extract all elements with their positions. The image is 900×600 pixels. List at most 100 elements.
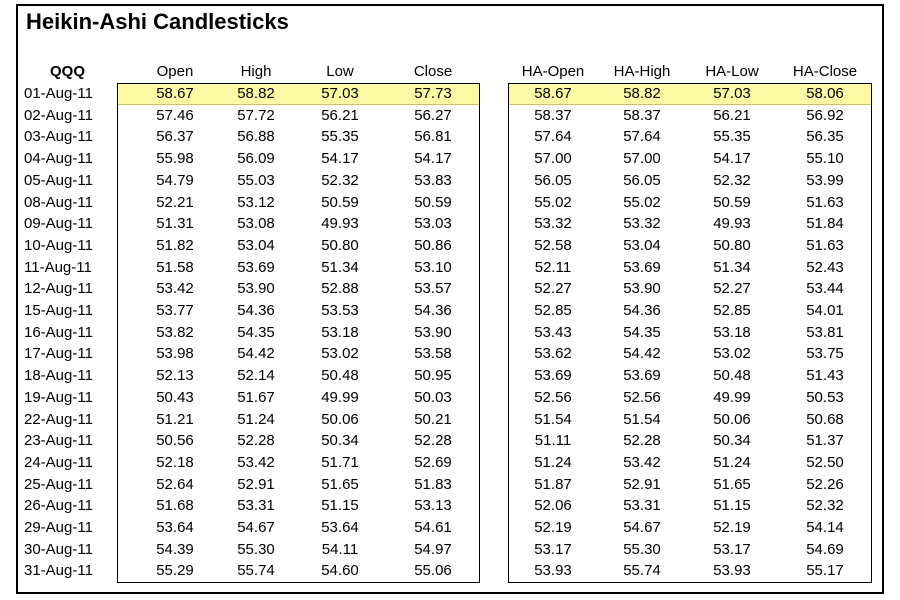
- table-cell: 50.86: [414, 236, 452, 254]
- ha-prices-box: [508, 83, 872, 583]
- table-cell: 54.61: [414, 519, 452, 536]
- table-cell: 53.17: [713, 540, 751, 558]
- table-cell: 53.69: [623, 367, 661, 385]
- column-header: Open: [156, 63, 194, 80]
- table-cell: 54.97: [414, 540, 452, 558]
- row-date: 15-Aug-11: [24, 302, 93, 319]
- table-cell: 53.10: [414, 258, 452, 276]
- table-cell: 50.03: [414, 388, 452, 406]
- table-cell: 50.34: [321, 432, 359, 450]
- table-cell: 56.37: [156, 128, 194, 146]
- table-cell: 57.46: [156, 106, 194, 124]
- row-date: 24-Aug-11: [24, 453, 93, 471]
- table-cell: 55.02: [534, 193, 572, 211]
- table-cell: 51.24: [534, 453, 572, 471]
- table-cell: 56.81: [414, 128, 452, 146]
- row-date: 25-Aug-11: [24, 475, 93, 493]
- table-cell: 53.42: [156, 280, 194, 298]
- table-cell: 52.19: [534, 519, 572, 536]
- table-cell: 55.30: [623, 540, 661, 558]
- table-cell: 53.69: [237, 258, 275, 276]
- table-cell: 51.43: [806, 367, 844, 385]
- table-cell: 53.44: [806, 280, 844, 298]
- table-cell: 55.03: [237, 171, 275, 189]
- table-cell: 53.98: [156, 345, 194, 363]
- row-date: 30-Aug-11: [24, 540, 93, 558]
- column-header: HA-High: [613, 63, 671, 80]
- table-cell: 52.69: [414, 453, 452, 471]
- table-cell: 57.03: [321, 85, 359, 102]
- table-cell: 53.31: [623, 497, 661, 515]
- table-cell: 57.00: [534, 150, 572, 168]
- table-cell: 52.21: [156, 193, 194, 211]
- table-cell: 52.50: [806, 453, 844, 471]
- table-cell: 51.11: [534, 432, 572, 450]
- table-cell: 52.28: [414, 432, 452, 450]
- row-date: 23-Aug-11: [24, 432, 93, 450]
- table-cell: 52.13: [156, 367, 194, 385]
- table-cell: 57.64: [534, 128, 572, 146]
- table-cell: 53.03: [414, 215, 452, 233]
- table-cell: 55.35: [321, 128, 359, 146]
- table-cell: 50.59: [414, 193, 452, 211]
- table-cell: 58.82: [237, 85, 275, 102]
- table-cell: 54.42: [237, 345, 275, 363]
- table-cell: 53.18: [321, 323, 359, 341]
- raw-prices-box: [117, 83, 480, 583]
- table-cell: 52.19: [713, 519, 751, 536]
- table-cell: 53.13: [414, 497, 452, 515]
- table-cell: 50.48: [321, 367, 359, 385]
- table-cell: 55.10: [806, 150, 844, 168]
- table-cell: 58.67: [534, 85, 572, 102]
- row-date: 09-Aug-11: [24, 215, 93, 233]
- table-cell: 49.93: [713, 215, 751, 233]
- table-cell: 51.63: [806, 193, 844, 211]
- table-cell: 53.04: [623, 236, 661, 254]
- table-cell: 52.32: [321, 171, 359, 189]
- table-cell: 53.58: [414, 345, 452, 363]
- table-cell: 53.31: [237, 497, 275, 515]
- row-date: 05-Aug-11: [24, 171, 93, 189]
- table-cell: 53.53: [321, 302, 359, 319]
- table-cell: 58.06: [806, 85, 844, 102]
- table-cell: 57.64: [623, 128, 661, 146]
- table-cell: 50.48: [713, 367, 751, 385]
- column-header: HA-Low: [705, 63, 759, 80]
- table-cell: 51.54: [534, 410, 572, 428]
- table-cell: 50.68: [806, 410, 844, 428]
- table-cell: 54.67: [623, 519, 661, 536]
- row-date: 17-Aug-11: [24, 345, 93, 363]
- table-cell: 57.73: [414, 85, 452, 102]
- table-cell: 56.88: [237, 128, 275, 146]
- table-cell: 54.01: [806, 302, 844, 319]
- table-cell: 52.85: [713, 302, 751, 319]
- table-cell: 50.43: [156, 388, 194, 406]
- table-cell: 51.24: [237, 410, 275, 428]
- table-cell: 53.17: [534, 540, 572, 558]
- table-cell: 50.59: [713, 193, 751, 211]
- table-cell: 52.32: [806, 497, 844, 515]
- table-cell: 52.85: [534, 302, 572, 319]
- table-cell: 54.35: [623, 323, 661, 341]
- table-cell: 58.37: [623, 106, 661, 124]
- table-cell: 57.00: [623, 150, 661, 168]
- table-cell: 54.17: [321, 150, 359, 168]
- table-cell: 54.17: [414, 150, 452, 168]
- table-cell: 54.42: [623, 345, 661, 363]
- page-title: Heikin-Ashi Candlesticks: [26, 9, 289, 34]
- table-cell: 52.58: [534, 236, 572, 254]
- table-cell: 52.27: [713, 280, 751, 298]
- table-cell: 51.84: [806, 215, 844, 233]
- table-cell: 53.83: [414, 171, 452, 189]
- table-cell: 54.39: [156, 540, 194, 558]
- table-cell: 58.67: [156, 85, 194, 102]
- row-date: 18-Aug-11: [24, 367, 93, 385]
- row-date: 02-Aug-11: [24, 106, 93, 124]
- table-cell: 54.14: [806, 519, 844, 536]
- table-cell: 51.65: [321, 475, 359, 493]
- table-cell: 55.74: [237, 562, 275, 580]
- table-cell: 51.82: [156, 236, 194, 254]
- table-cell: 55.02: [623, 193, 661, 211]
- table-cell: 56.21: [713, 106, 751, 124]
- table-cell: 53.93: [534, 562, 572, 580]
